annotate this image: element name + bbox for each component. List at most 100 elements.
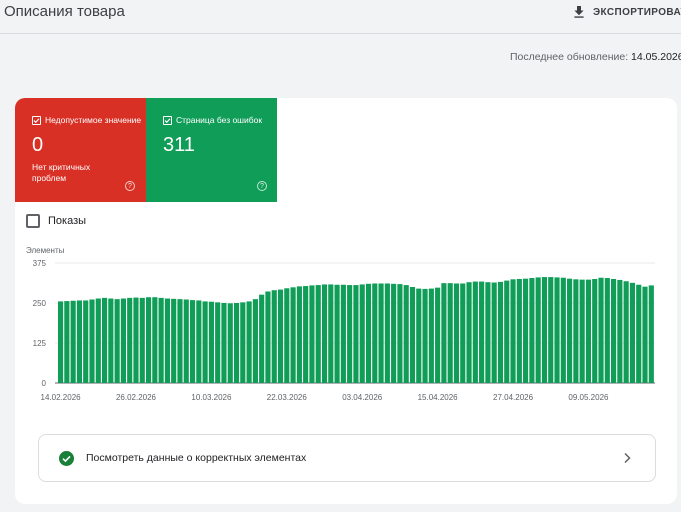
chart-bar[interactable] — [321, 284, 328, 383]
tile-valid[interactable]: Страница без ошибок 311 ? — [146, 98, 277, 202]
chart-bar[interactable] — [579, 279, 585, 383]
chart-bar[interactable] — [504, 280, 510, 383]
chart-bar[interactable] — [497, 281, 504, 383]
chart-bar[interactable] — [64, 301, 70, 383]
chart-bar[interactable] — [277, 289, 284, 383]
chart-bar[interactable] — [353, 285, 359, 383]
chart-bar[interactable] — [183, 299, 189, 383]
chart-bar[interactable] — [479, 281, 485, 383]
chart-bar[interactable] — [240, 302, 246, 383]
chart-bar[interactable] — [397, 284, 403, 383]
chart-bar[interactable] — [265, 291, 271, 383]
chart-bar[interactable] — [177, 299, 183, 383]
chart-bar[interactable] — [196, 300, 202, 383]
chart-bar[interactable] — [259, 294, 265, 383]
chart-bar[interactable] — [164, 298, 170, 383]
chart-bar[interactable] — [101, 297, 108, 383]
chart-bar[interactable] — [378, 283, 384, 383]
view-valid-items-link[interactable]: Посмотреть данные о корректных элементах — [38, 434, 656, 482]
chart-bar[interactable] — [472, 281, 478, 383]
impressions-toggle[interactable]: Показы — [26, 214, 86, 228]
chart-bar[interactable] — [573, 279, 579, 383]
chart-bar[interactable] — [592, 279, 598, 383]
checkbox-checked-icon[interactable] — [163, 115, 172, 125]
chart-bar[interactable] — [233, 303, 240, 383]
chart-bar[interactable] — [447, 283, 453, 383]
chart-bar[interactable] — [516, 279, 522, 383]
chart-bar[interactable] — [636, 284, 642, 383]
help-icon[interactable]: ? — [257, 181, 267, 191]
chart-bar[interactable] — [604, 278, 610, 383]
chart-bar[interactable] — [491, 282, 497, 383]
chart-bar[interactable] — [83, 300, 89, 383]
chart-bar[interactable] — [598, 277, 604, 383]
chart-bar[interactable] — [422, 288, 428, 383]
chart-bar[interactable] — [114, 299, 120, 383]
chart-bar[interactable] — [108, 298, 114, 383]
chart-bar[interactable] — [246, 301, 252, 383]
chart-bar[interactable] — [529, 278, 535, 383]
chart-bar[interactable] — [328, 284, 334, 383]
chart-bar[interactable] — [485, 282, 491, 383]
chart-bar[interactable] — [629, 282, 636, 383]
chart-bar[interactable] — [127, 297, 133, 383]
chart-bar[interactable] — [365, 283, 372, 383]
chart-bar[interactable] — [441, 283, 447, 383]
chart-bar[interactable] — [409, 287, 416, 383]
help-icon[interactable]: ? — [125, 181, 135, 191]
chart-bar[interactable] — [145, 297, 152, 383]
chart-bar[interactable] — [391, 283, 397, 383]
chart-bar[interactable] — [158, 297, 164, 383]
chart-bar[interactable] — [460, 283, 466, 383]
chart-bar[interactable] — [466, 282, 472, 383]
chart-bar[interactable] — [554, 277, 560, 383]
chart-bar[interactable] — [535, 277, 541, 383]
chart-bar[interactable] — [215, 302, 221, 383]
chart-bar[interactable] — [76, 300, 82, 383]
chart-bar[interactable] — [523, 278, 529, 383]
export-button[interactable]: ЭКСПОРТИРОВАТЬ — [574, 2, 681, 22]
chart-bar[interactable] — [303, 286, 309, 383]
chart-bar[interactable] — [133, 297, 139, 383]
chart-bar[interactable] — [617, 279, 623, 383]
chart-bar[interactable] — [548, 277, 554, 383]
chart-bar[interactable] — [435, 287, 441, 383]
chart-bar[interactable] — [585, 279, 592, 383]
chart-bar[interactable] — [347, 285, 353, 383]
chart-bar[interactable] — [453, 283, 460, 383]
chart-bar[interactable] — [315, 285, 321, 383]
chart-bar[interactable] — [290, 287, 296, 383]
chart-bar[interactable] — [560, 277, 566, 383]
chart-bar[interactable] — [221, 303, 227, 383]
chart-bar[interactable] — [120, 298, 126, 383]
chart-bar[interactable] — [416, 288, 422, 383]
chart-bar[interactable] — [89, 299, 95, 383]
chart-bar[interactable] — [340, 284, 346, 383]
chart-bar[interactable] — [70, 300, 76, 383]
chart-bar[interactable] — [359, 284, 365, 383]
chart-bar[interactable] — [510, 279, 516, 383]
chart-bar[interactable] — [642, 286, 648, 383]
chart-bar[interactable] — [189, 300, 196, 383]
chart-bar[interactable] — [334, 284, 340, 383]
chart-bar[interactable] — [252, 299, 258, 383]
chart-bar[interactable] — [309, 285, 315, 383]
chart-bar[interactable] — [541, 277, 548, 383]
chart-bar[interactable] — [271, 290, 277, 383]
chart-bar[interactable] — [171, 298, 177, 383]
chart-bar[interactable] — [648, 285, 654, 383]
chart-bar[interactable] — [284, 288, 290, 383]
chart-bar[interactable] — [202, 301, 208, 383]
chart-bar[interactable] — [296, 286, 302, 383]
chart-bar[interactable] — [384, 283, 390, 383]
checkbox-unchecked-icon[interactable] — [26, 214, 40, 228]
chart-bar[interactable] — [567, 278, 573, 383]
chart-bar[interactable] — [208, 301, 214, 383]
chart-bar[interactable] — [611, 279, 617, 383]
chart-bar[interactable] — [152, 297, 158, 383]
tile-invalid[interactable]: Недопустимое значение 0 Нет критичных пр… — [15, 98, 146, 202]
chart-bar[interactable] — [227, 303, 233, 383]
chart-bar[interactable] — [139, 297, 145, 383]
chart-bar[interactable] — [623, 281, 629, 383]
chart-bar[interactable] — [428, 288, 434, 383]
